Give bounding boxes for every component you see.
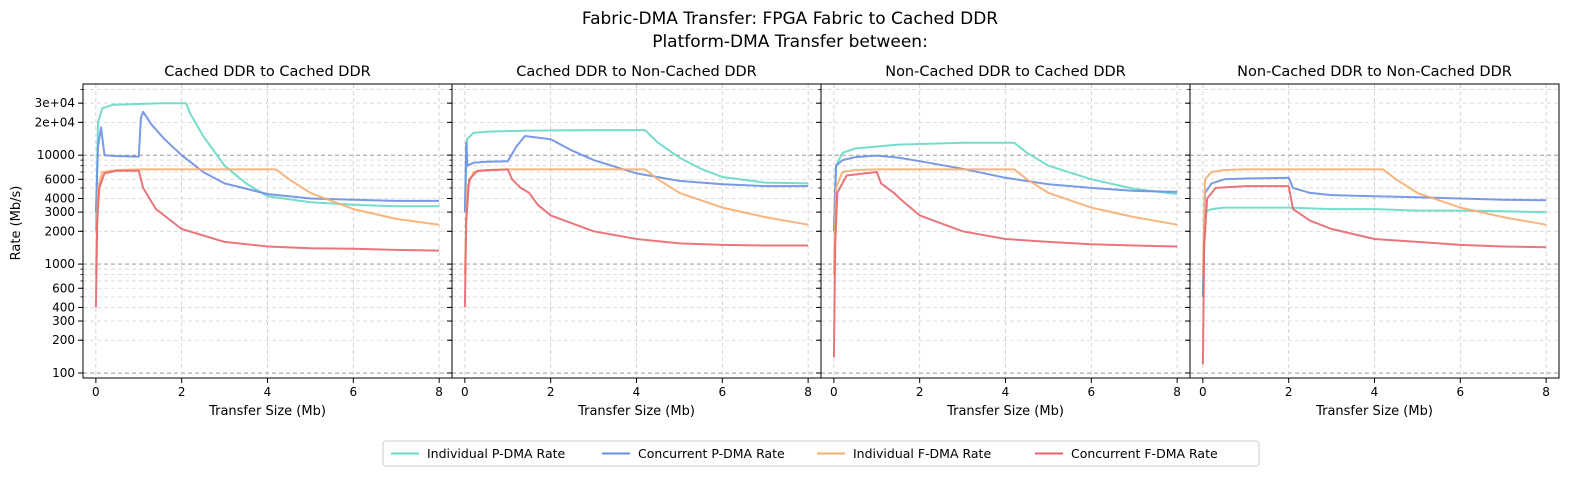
y-tick-label: 10000 xyxy=(37,148,75,162)
x-tick-label: 2 xyxy=(547,385,555,399)
y-tick-label: 1000 xyxy=(44,257,75,271)
x-axis-label: Transfer Size (Mb) xyxy=(208,404,326,419)
legend-label: Concurrent F-DMA Rate xyxy=(1071,446,1218,461)
series-individual_pdma xyxy=(1201,206,1547,297)
x-tick-label: 2 xyxy=(916,385,924,399)
x-tick-label: 6 xyxy=(718,385,726,399)
x-tick-label: 4 xyxy=(633,385,641,399)
series-concurrent_pdma xyxy=(1201,176,1547,297)
y-tick-label: 600 xyxy=(52,281,75,295)
y-tick-label: 2000 xyxy=(44,224,75,238)
legend-label: Concurrent P-DMA Rate xyxy=(638,446,785,461)
x-tick-label: 6 xyxy=(349,385,357,399)
series-concurrent_fdma xyxy=(1201,185,1547,365)
x-tick-label: 8 xyxy=(1542,385,1550,399)
figure-title: Fabric-DMA Transfer: FPGA Fabric to Cach… xyxy=(582,9,998,29)
series-concurrent_pdma xyxy=(94,110,440,213)
y-tick-label: 3e+04 xyxy=(35,96,75,110)
y-tick-label: 3000 xyxy=(44,205,75,219)
y-tick-label: 100 xyxy=(52,366,75,380)
legend-label: Individual F-DMA Rate xyxy=(853,446,991,461)
x-axis-label: Transfer Size (Mb) xyxy=(946,404,1064,419)
legend-label: Individual P-DMA Rate xyxy=(427,446,566,461)
series-individual_pdma xyxy=(832,141,1178,232)
y-tick-label: 6000 xyxy=(44,172,75,186)
panels: Cached DDR to Cached DDR 0 2 4 6 8 Transfer Si… xyxy=(35,64,1560,419)
x-tick-label: 0 xyxy=(830,385,838,399)
series-individual_pdma xyxy=(463,129,809,213)
series-concurrent_fdma xyxy=(94,169,440,308)
panel-title: Cached DDR to Cached DDR xyxy=(164,64,370,80)
panel-2: Cached DDR to Non-Cached DDR 0 2 4 6 8 Transfe… xyxy=(447,64,822,419)
x-tick-label: 6 xyxy=(1456,385,1464,399)
x-tick-label: 8 xyxy=(804,385,812,399)
panel-4: Non-Cached DDR to Non-Cached DDR 0 2 4 6 8 Tra… xyxy=(1185,64,1560,419)
series-individual_fdma xyxy=(1201,168,1547,275)
y-axis-label: Rate (Mb/s) xyxy=(9,186,24,261)
x-tick-label: 8 xyxy=(1173,385,1181,399)
x-tick-label: 0 xyxy=(92,385,100,399)
x-tick-label: 4 xyxy=(1002,385,1010,399)
series-concurrent_fdma xyxy=(463,168,809,308)
series-concurrent_fdma xyxy=(832,171,1178,358)
y-tick-label: 400 xyxy=(52,300,75,314)
figure-subtitle: Platform-DMA Transfer between: xyxy=(652,32,928,52)
panel-title: Non-Cached DDR to Cached DDR xyxy=(885,64,1126,80)
legend-item-individual_pdma: Individual P-DMA Rate xyxy=(391,446,566,461)
x-tick-label: 4 xyxy=(264,385,272,399)
legend: Individual P-DMA Rate Concurrent P-DMA Ra… xyxy=(382,440,1260,467)
x-tick-label: 2 xyxy=(1285,385,1293,399)
legend-item-individual_fdma: Individual F-DMA Rate xyxy=(817,446,991,461)
y-tick-label: 200 xyxy=(52,333,75,347)
legend-item-concurrent_fdma: Concurrent F-DMA Rate xyxy=(1035,446,1218,461)
series-individual_fdma xyxy=(463,168,809,275)
series-individual_pdma xyxy=(94,102,440,232)
panel-3: Non-Cached DDR to Cached DDR 0 2 4 6 8 Transfe… xyxy=(816,64,1191,419)
x-tick-label: 4 xyxy=(1371,385,1379,399)
x-tick-label: 6 xyxy=(1087,385,1095,399)
series-individual_fdma xyxy=(832,168,1178,275)
x-axis-label: Transfer Size (Mb) xyxy=(1315,404,1433,419)
series-concurrent_pdma xyxy=(463,135,809,213)
x-tick-label: 2 xyxy=(178,385,186,399)
panel-1: Cached DDR to Cached DDR 0 2 4 6 8 Transfer Si… xyxy=(35,64,453,419)
y-tick-label: 2e+04 xyxy=(35,115,75,129)
y-tick-label: 4000 xyxy=(44,192,75,206)
x-tick-label: 0 xyxy=(1199,385,1207,399)
series-concurrent_pdma xyxy=(832,154,1178,232)
y-tick-label: 300 xyxy=(52,314,75,328)
x-tick-label: 8 xyxy=(435,385,443,399)
x-tick-label: 0 xyxy=(461,385,469,399)
panel-title: Cached DDR to Non-Cached DDR xyxy=(516,64,757,80)
legend-item-concurrent_pdma: Concurrent P-DMA Rate xyxy=(602,446,785,461)
x-axis-label: Transfer Size (Mb) xyxy=(577,404,695,419)
panel-title: Non-Cached DDR to Non-Cached DDR xyxy=(1237,64,1512,80)
series-individual_fdma xyxy=(94,168,440,275)
